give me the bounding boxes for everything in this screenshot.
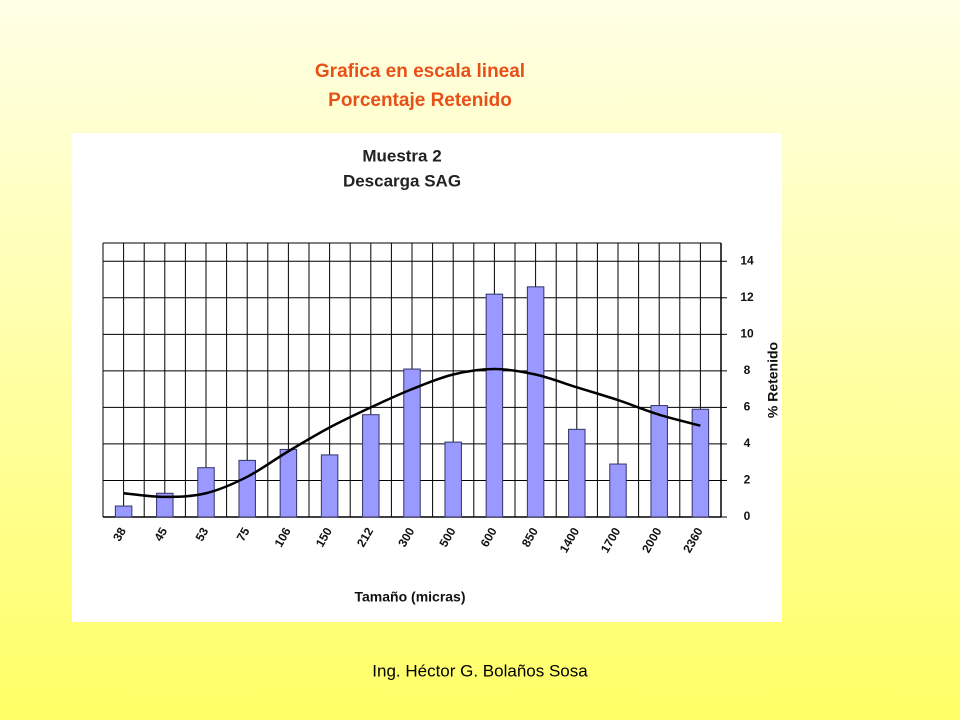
bar xyxy=(485,293,504,518)
x-axis-label: Tamaño (micras) xyxy=(355,589,466,605)
slide-title: Porcentaje Retenido xyxy=(328,90,512,111)
bar xyxy=(526,286,545,518)
slide-title: Grafica en escala lineal xyxy=(315,61,525,82)
y-tick-label: 2 xyxy=(744,473,751,487)
bar xyxy=(403,368,421,518)
y-axis-label: % Retenido xyxy=(765,342,781,418)
footer: Ing. Héctor G. Bolaños Sosa xyxy=(372,661,588,680)
bar xyxy=(650,405,668,518)
bar xyxy=(156,492,174,518)
chart-title: Muestra 2 xyxy=(362,146,441,165)
x-tick-label: 75 xyxy=(234,525,253,544)
bar xyxy=(609,463,627,518)
bar xyxy=(691,408,710,518)
y-tick-label: 12 xyxy=(740,290,754,304)
y-tick-label: 8 xyxy=(744,363,751,377)
bar xyxy=(444,441,462,518)
bar xyxy=(362,414,380,518)
y-tick-label: 10 xyxy=(740,327,754,341)
chart-area xyxy=(72,133,782,622)
y-tick-label: 14 xyxy=(740,253,754,267)
trendline xyxy=(123,367,701,499)
x-tick-label: 53 xyxy=(193,525,212,544)
bar xyxy=(279,448,298,518)
bar xyxy=(238,459,256,518)
y-tick-label: 6 xyxy=(744,400,751,414)
bar xyxy=(320,454,339,518)
bar xyxy=(568,428,586,518)
y-tick-label: 4 xyxy=(744,436,751,450)
x-tick-label: 45 xyxy=(151,525,170,544)
chart-subtitle: Descarga SAG xyxy=(343,171,461,190)
y-tick-label: 0 xyxy=(744,509,751,523)
x-tick-label: 38 xyxy=(110,525,129,544)
bar xyxy=(114,505,133,518)
